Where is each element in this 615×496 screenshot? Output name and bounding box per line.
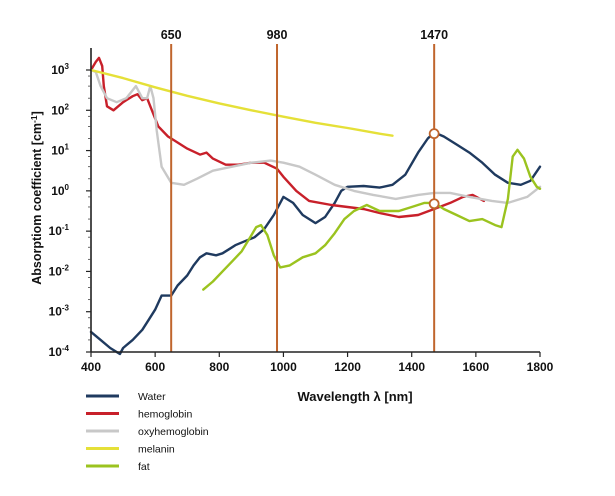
y-tick-label--2: 10-2 — [49, 263, 70, 278]
legend-label-melanin: melanin — [138, 444, 175, 456]
series-line-hemoglobin — [89, 56, 486, 219]
marker-label-1470: 1470 — [420, 28, 448, 42]
series-line-fat — [202, 148, 542, 291]
y-tick-label-0: 100 — [51, 183, 69, 198]
x-tick-label-400: 400 — [81, 360, 101, 374]
axes: 400 600 800 1000 1200 1400 1600 1800 103 102 101 10… — [49, 48, 554, 374]
x-tick-label-1800: 1800 — [527, 360, 554, 374]
legend-label-fat: fat — [138, 461, 150, 473]
x-tick-label-1200: 1200 — [334, 360, 361, 374]
x-tick-label-1400: 1400 — [398, 360, 425, 374]
y-tick-label--3: 10-3 — [49, 304, 70, 319]
y-tick-label--1: 10-1 — [49, 223, 70, 238]
series-line-water — [89, 131, 542, 356]
legend-label-hemoglobin: hemoglobin — [138, 409, 192, 421]
legend-label-water: Water — [138, 391, 166, 403]
y-tick-label-3: 103 — [51, 62, 69, 77]
series-lines — [89, 56, 542, 356]
y-tick-label-1: 101 — [51, 143, 69, 158]
marker-point-1470-1 — [428, 198, 440, 210]
marker-label-650: 650 — [161, 28, 182, 42]
marker-point-1470-0 — [428, 128, 440, 140]
x-tick-label-1600: 1600 — [463, 360, 490, 374]
x-tick-label-800: 800 — [209, 360, 229, 374]
x-tick-label-1000: 1000 — [270, 360, 297, 374]
y-tick-label-2: 102 — [51, 102, 69, 117]
x-axis-label: Wavelength λ [nm] — [297, 389, 412, 404]
y-axis-label: Absorptiom coefficient [cm-1] — [29, 111, 44, 285]
legend-label-oxyhemoglobin: oxyhemoglobin — [138, 426, 209, 438]
wavelength-markers: 650 980 1470 — [161, 28, 448, 352]
series-line-oxyhemoglobin — [89, 68, 542, 205]
x-tick-label-600: 600 — [145, 360, 165, 374]
series-line-melanin — [89, 68, 394, 137]
marker-label-980: 980 — [267, 28, 288, 42]
y-tick-label--4: 10-4 — [49, 344, 70, 359]
legend: Water hemoglobin oxyhemoglobin melanin fat — [86, 391, 209, 473]
